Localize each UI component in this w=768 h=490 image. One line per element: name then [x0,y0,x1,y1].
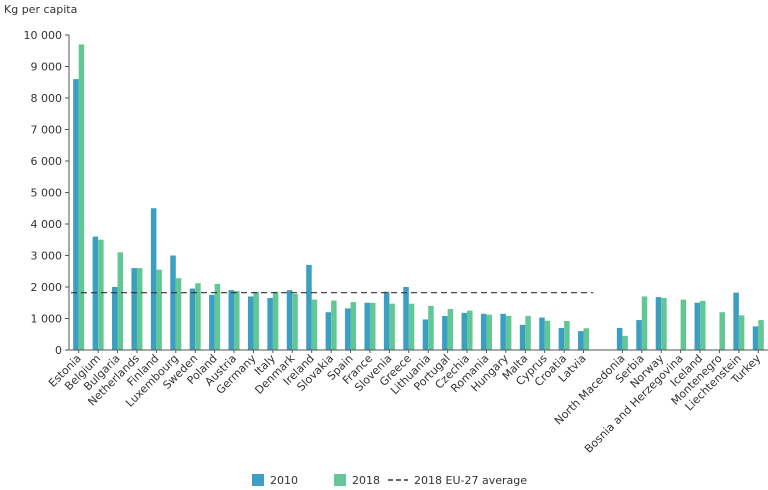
bar-2018 [311,299,318,350]
y-tick-label: 9 000 [31,61,63,74]
y-tick-label: 4 000 [31,218,63,231]
bar-2018 [78,44,85,350]
bar-2018 [253,291,259,350]
bar-2018 [525,315,531,350]
bar-2010 [247,296,254,350]
bar-2018 [408,303,415,350]
bar-2018 [292,293,298,350]
bar-2010 [733,292,739,350]
bar-2010 [558,327,565,350]
bar-2010 [306,264,312,350]
bar-2010 [616,327,623,350]
bar-2010 [480,313,487,350]
bar-2018 [544,320,551,350]
bar-2010 [267,298,273,350]
bar-2018 [505,315,512,350]
bar-2018 [564,321,570,350]
y-tick-label: 6 000 [31,155,63,168]
legend-swatch-2010 [252,474,264,486]
bar-2018 [389,303,395,350]
bar-2018 [331,300,337,350]
y-tick-label: 3 000 [31,250,63,263]
legend-label-2010: 2010 [270,474,298,487]
bars [73,44,764,350]
y-tick-label: 10 000 [24,29,63,42]
bar-2010 [442,315,448,350]
legend-label-average: 2018 EU-27 average [414,474,527,487]
bar-2010 [403,287,409,350]
bar-2010 [752,326,759,350]
bar-2018 [680,299,687,350]
bar-2018 [117,252,124,350]
bar-2018 [486,314,492,350]
bar-2018 [641,296,648,350]
bar-2010 [500,313,506,350]
y-tick-label: 2 000 [31,281,63,294]
bar-2010 [655,297,662,350]
bar-2010 [364,302,370,350]
bar-2010 [131,268,137,350]
bar-2018 [700,300,706,350]
bar-2018 [98,239,104,350]
y-tick-label: 0 [55,344,62,357]
bar-2018 [758,320,764,350]
bar-2010 [461,312,468,350]
bar-2018 [272,291,279,350]
legend: 2010 2018 2018 EU-27 average [252,474,527,487]
bar-2018 [622,335,628,350]
bar-2018 [156,269,162,350]
legend-swatch-2018 [334,474,346,486]
bar-2018 [214,283,221,350]
y-tick-label: 5 000 [31,187,63,200]
y-axis-label: Kg per capita [4,3,77,16]
y-axis: 0 1 000 2 000 3 000 4 000 5 000 6 000 7 000 8 00… [24,29,70,357]
legend-label-2018: 2018 [352,474,380,487]
bar-2018 [234,291,240,350]
y-tick-label: 1 000 [31,313,63,326]
y-tick-label: 8 000 [31,92,63,105]
bar-2018 [738,315,745,350]
bar-2018 [350,302,357,350]
bar-2010 [694,302,701,350]
bar-2010 [383,291,390,350]
bar-2018 [369,302,376,350]
bar-2010 [209,294,215,350]
bar-2018 [136,268,143,350]
y-tick-label: 7 000 [31,124,63,137]
bar-2010 [92,236,99,350]
bar-2010 [150,208,157,350]
bar-2010 [286,290,293,350]
bar-2010 [636,320,642,350]
bar-2018 [447,309,454,350]
bar-2010 [519,324,526,350]
bar-2010 [578,331,584,350]
bar-2010 [539,317,545,350]
bar-2018 [175,278,182,350]
bar-2010 [325,312,332,350]
bar-2018 [719,312,725,350]
bar-2018 [195,283,201,350]
bar-2018 [583,328,590,350]
bar-2010 [228,290,235,350]
bar-2010 [170,255,176,350]
bar-2018 [467,310,473,350]
bar-2018 [661,298,667,350]
bar-2018 [428,305,434,350]
bar-2010 [189,288,196,350]
x-axis: EstoniaBelgiumBulgariaNetherlandsFinland… [46,349,768,456]
bar-2010 [422,319,429,350]
bar-2010 [345,308,351,350]
bar-2010 [112,287,118,350]
bar-2010 [73,79,79,350]
